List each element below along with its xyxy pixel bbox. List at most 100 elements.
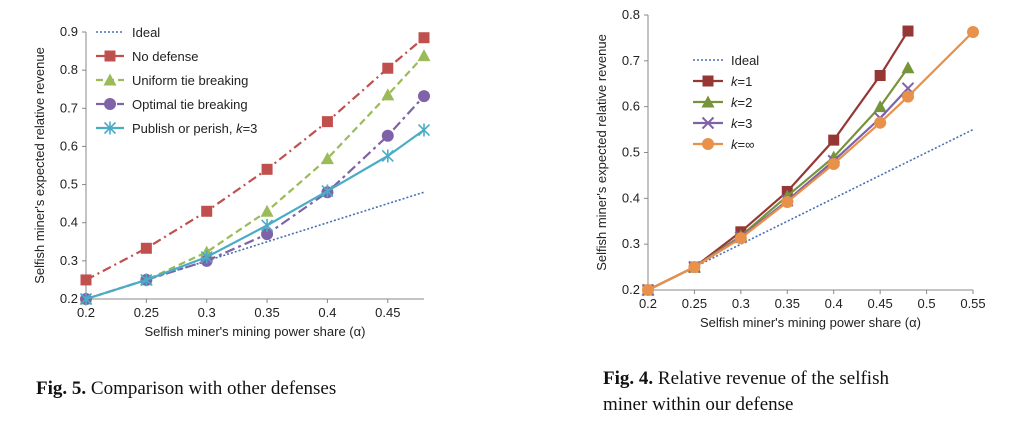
fig5-y-tick-label: 0.3 [60, 253, 78, 268]
fig5-data-point [261, 218, 274, 232]
fig5-caption-label: Fig. 5. [36, 378, 87, 399]
fig4-data-point [827, 157, 840, 170]
fig4-data-point [734, 232, 747, 245]
fig5-data-point [140, 273, 153, 287]
fig5-data-point [140, 242, 152, 254]
fig5-legend-label: Uniform tie breaking [132, 73, 248, 88]
fig4-legend-label: k=∞ [731, 137, 754, 152]
fig5-y-tick-label: 0.9 [60, 24, 78, 39]
fig4-x-axis-label: Selfish miner's mining power share (α) [700, 315, 921, 330]
fig5-x-tick-label: 0.35 [254, 305, 279, 320]
fig4-data-point [874, 70, 886, 81]
fig4-x-tick-label: 0.25 [682, 296, 707, 311]
fig5-data-point [381, 129, 394, 142]
fig4-legend-label: k=2 [731, 95, 752, 110]
fig5-data-point [261, 163, 273, 175]
fig4-legend-entry: k=1 [693, 74, 752, 89]
fig4-legend-marker [701, 95, 715, 108]
fig5-series-line [85, 191, 425, 300]
fig4-data-point [828, 134, 840, 146]
fig5-data-point [418, 90, 430, 103]
fig5-caption-text: Comparison with other defenses [86, 378, 337, 399]
fig4-series-4 [642, 25, 979, 296]
fig5-data-point [80, 274, 92, 286]
fig4-y-tick-label: 0.2 [622, 282, 640, 297]
fig5-data-point [261, 228, 274, 241]
fig4-caption-label: Fig. 4. [603, 368, 654, 389]
fig4-legend-label: Ideal [731, 53, 759, 68]
fig5-legend-label: Optimal tie breaking [132, 97, 248, 112]
fig5-data-point [382, 62, 394, 74]
fig4-series-line [647, 31, 974, 291]
fig5-data-point [320, 152, 334, 165]
fig4-legend-label: k=3 [731, 116, 752, 131]
fig4-data-point [874, 116, 887, 129]
fig5-data-point [321, 184, 334, 198]
fig5-legend-label: No defense [132, 49, 199, 64]
fig5-legend-label: Ideal [132, 25, 160, 40]
fig5-legend-entry: Ideal [96, 25, 160, 40]
fig4-y-axis-label: Selfish miner's expected relative revenu… [594, 34, 609, 271]
fig4-x-tick-label: 0.3 [732, 296, 750, 311]
fig4-data-point [781, 196, 794, 208]
fig4-x-tick-label: 0.55 [960, 296, 985, 311]
fig4-data-point [967, 25, 979, 38]
fig4-y-tick-label: 0.8 [622, 7, 640, 22]
fig5-series-1 [80, 32, 430, 286]
fig5-y-tick-label: 0.6 [60, 138, 78, 153]
fig4-y-tick-label: 0.6 [622, 99, 640, 114]
fig5-series-0 [85, 191, 425, 300]
fig5-data-point [417, 123, 431, 137]
fig5-legend-entry: Optimal tie breaking [96, 97, 248, 112]
fig4-caption-text-line1: Relative revenue of the selfish [653, 368, 889, 389]
fig5-data-point [381, 149, 394, 163]
fig4-data-point [873, 100, 887, 113]
fig5-y-tick-label: 0.5 [60, 177, 78, 192]
fig5-legend-entry: No defense [96, 49, 199, 64]
fig5-y-tick-label: 0.2 [60, 291, 78, 306]
fig5-x-tick-label: 0.2 [77, 305, 95, 320]
fig5-x-tick-label: 0.25 [134, 305, 159, 320]
fig4-y-tick-label: 0.4 [622, 190, 640, 205]
fig4-series-line [647, 30, 909, 291]
fig4-data-point [902, 25, 914, 37]
fig5-data-point [201, 205, 213, 217]
fig5-data-point [260, 204, 274, 217]
fig4-series-line [647, 67, 909, 291]
fig5-data-point [418, 32, 430, 44]
fig4-y-tick-label: 0.7 [622, 53, 640, 68]
fig4-legend-label: k=1 [731, 74, 752, 89]
fig5-data-point [200, 250, 213, 264]
fig4-x-tick-label: 0.4 [825, 296, 843, 311]
fig5-legend-label: Publish or perish, k=3 [132, 121, 257, 136]
fig4-legend-entry: k=2 [693, 95, 752, 110]
fig5-data-point [321, 116, 333, 128]
fig5-data-point [79, 292, 93, 306]
fig4-y-tick-label: 0.5 [622, 145, 640, 160]
fig5-y-tick-label: 0.7 [60, 100, 78, 115]
fig4-series-1 [642, 25, 914, 296]
fig5-x-tick-label: 0.4 [318, 305, 336, 320]
fig5-y-axis-label: Selfish miner's expected relative revenu… [32, 47, 47, 284]
fig5-y-tick-label: 0.4 [60, 215, 78, 230]
fig4-data-point [688, 261, 701, 274]
fig5-legend-marker [103, 121, 117, 135]
fig5-legend-entry: Publish or perish, k=3 [96, 121, 257, 136]
fig5-x-axis-label: Selfish miner's mining power share (α) [145, 324, 366, 339]
fig5-x-tick-label: 0.3 [198, 305, 216, 320]
fig4-caption-text-line2: miner within our defense [603, 394, 794, 415]
fig4-x-tick-label: 0.2 [639, 296, 657, 311]
fig4-legend-entry: k=∞ [693, 137, 754, 152]
fig5-legend-marker [104, 50, 116, 62]
fig5-x-tick-label: 0.45 [375, 305, 400, 320]
fig4-legend-marker [702, 138, 714, 150]
fig5-legend-entry: Uniform tie breaking [96, 73, 248, 88]
fig4-series-2 [641, 61, 915, 296]
fig5-data-point [417, 49, 431, 62]
fig4-data-point [901, 61, 915, 74]
fig5-caption: Fig. 5. Comparison with other defenses [36, 376, 336, 402]
fig4-legend-entry: k=3 [693, 116, 752, 131]
fig4-data-point [642, 284, 654, 296]
